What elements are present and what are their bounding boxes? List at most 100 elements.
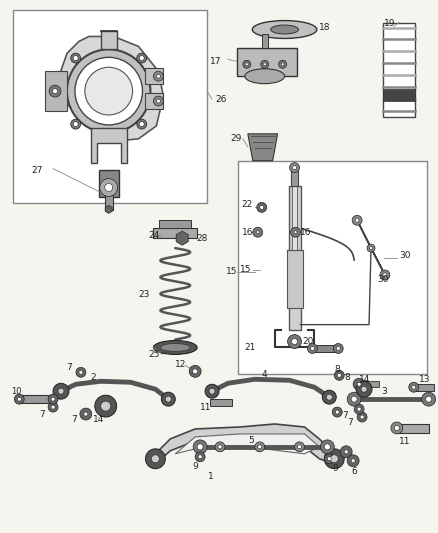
Circle shape xyxy=(394,425,399,431)
Bar xyxy=(159,220,191,228)
Circle shape xyxy=(347,455,359,467)
Circle shape xyxy=(355,219,359,222)
Circle shape xyxy=(356,381,372,397)
Bar xyxy=(290,168,298,185)
Circle shape xyxy=(307,343,318,353)
Circle shape xyxy=(243,60,251,68)
Circle shape xyxy=(193,440,207,454)
Bar xyxy=(45,71,67,111)
Circle shape xyxy=(297,445,301,449)
Circle shape xyxy=(324,449,344,469)
Circle shape xyxy=(161,392,175,406)
Text: 15: 15 xyxy=(240,265,251,274)
Circle shape xyxy=(73,55,78,61)
Circle shape xyxy=(344,450,348,454)
Bar xyxy=(101,31,117,50)
Bar xyxy=(286,251,304,308)
Circle shape xyxy=(336,346,340,351)
Circle shape xyxy=(261,60,268,68)
Text: 22: 22 xyxy=(242,200,253,209)
Circle shape xyxy=(357,412,367,422)
Circle shape xyxy=(137,53,147,63)
Circle shape xyxy=(75,58,142,125)
Circle shape xyxy=(322,390,336,404)
Circle shape xyxy=(189,365,201,377)
Circle shape xyxy=(49,85,61,97)
Circle shape xyxy=(367,244,375,252)
Circle shape xyxy=(288,335,301,349)
Text: 7: 7 xyxy=(39,409,45,418)
Circle shape xyxy=(245,63,248,66)
Circle shape xyxy=(412,385,416,389)
Circle shape xyxy=(193,369,198,374)
Circle shape xyxy=(80,408,92,420)
Text: 3: 3 xyxy=(381,387,387,395)
Circle shape xyxy=(258,445,262,449)
Circle shape xyxy=(292,338,297,344)
Text: 7: 7 xyxy=(71,415,77,424)
Circle shape xyxy=(156,74,160,78)
Circle shape xyxy=(14,394,24,404)
Circle shape xyxy=(357,382,361,386)
Text: 20: 20 xyxy=(303,337,314,346)
Text: 17: 17 xyxy=(210,57,222,66)
Ellipse shape xyxy=(245,69,285,84)
Circle shape xyxy=(156,99,160,103)
Circle shape xyxy=(370,247,373,249)
Bar xyxy=(311,345,339,352)
Circle shape xyxy=(209,388,215,394)
Circle shape xyxy=(409,382,419,392)
Ellipse shape xyxy=(271,25,298,34)
Text: 12: 12 xyxy=(175,360,187,369)
Circle shape xyxy=(335,410,339,414)
Circle shape xyxy=(353,378,365,390)
Circle shape xyxy=(326,394,332,400)
Circle shape xyxy=(253,227,263,237)
Text: 1: 1 xyxy=(208,472,214,481)
Circle shape xyxy=(360,415,364,419)
Circle shape xyxy=(334,370,344,380)
Text: 2: 2 xyxy=(91,373,96,382)
Bar xyxy=(210,399,232,406)
FancyBboxPatch shape xyxy=(238,160,427,374)
Polygon shape xyxy=(248,134,278,160)
Circle shape xyxy=(281,63,284,66)
Bar xyxy=(414,384,434,391)
Polygon shape xyxy=(105,205,112,213)
Circle shape xyxy=(51,397,55,401)
Circle shape xyxy=(145,449,165,469)
Circle shape xyxy=(255,442,265,452)
Text: 9: 9 xyxy=(332,464,338,473)
Text: 19: 19 xyxy=(384,19,396,28)
Circle shape xyxy=(327,457,331,461)
Circle shape xyxy=(391,422,403,434)
FancyBboxPatch shape xyxy=(13,10,207,204)
Text: 26: 26 xyxy=(215,94,226,103)
Circle shape xyxy=(361,386,367,392)
Circle shape xyxy=(48,394,58,404)
Circle shape xyxy=(320,440,334,454)
Text: 14: 14 xyxy=(359,375,371,384)
Circle shape xyxy=(71,119,81,129)
Circle shape xyxy=(256,231,259,233)
Bar xyxy=(145,68,163,84)
Circle shape xyxy=(347,392,361,406)
Circle shape xyxy=(290,163,300,173)
Circle shape xyxy=(218,445,222,449)
Circle shape xyxy=(333,343,343,353)
Circle shape xyxy=(95,395,117,417)
Circle shape xyxy=(79,370,83,374)
Text: 30: 30 xyxy=(377,276,389,285)
Polygon shape xyxy=(175,434,319,454)
Text: 28: 28 xyxy=(196,233,208,243)
Bar xyxy=(237,49,297,76)
Text: 8: 8 xyxy=(344,373,350,382)
Bar xyxy=(361,381,379,387)
Bar xyxy=(383,89,415,101)
Bar xyxy=(145,93,163,109)
Bar xyxy=(383,22,415,117)
Text: 13: 13 xyxy=(419,375,430,384)
Circle shape xyxy=(198,455,202,459)
Bar xyxy=(262,35,268,49)
Circle shape xyxy=(215,442,225,452)
